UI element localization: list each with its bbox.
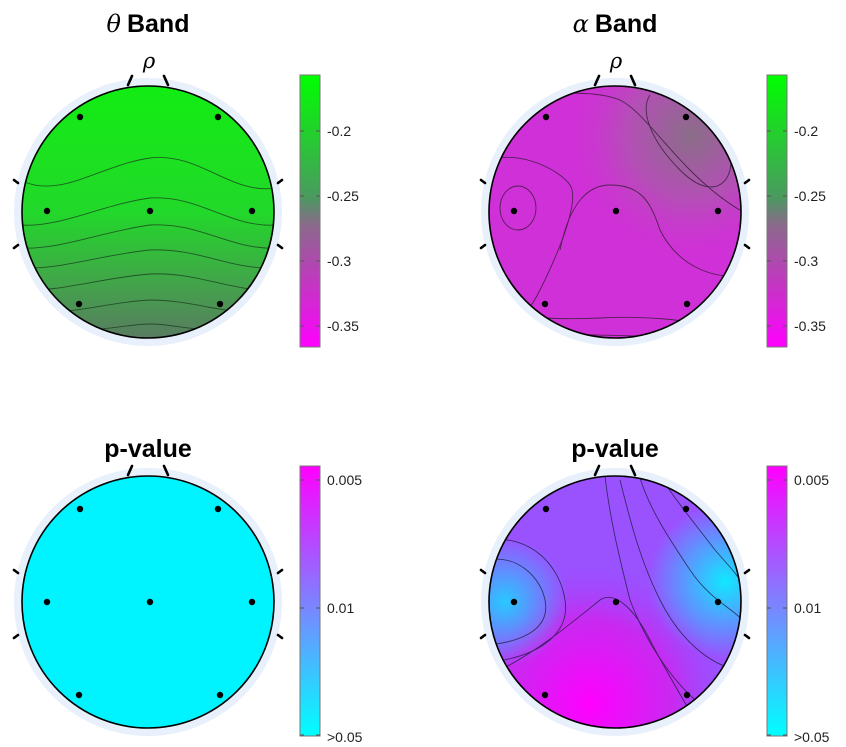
colorbar-tick-label: -0.3 xyxy=(327,253,351,269)
ear-marks xyxy=(12,568,284,640)
electrode-dots xyxy=(510,113,722,308)
colorbar-tick-label: 0.01 xyxy=(794,600,821,616)
colorbar-tick-label: -0.25 xyxy=(327,188,359,204)
nose-marks xyxy=(126,464,170,477)
colorbar-ticks xyxy=(767,130,787,327)
colorbar xyxy=(766,74,788,348)
panel-theta-pvalue: p-value 0.005 0.01 >0.05 xyxy=(12,435,363,745)
nose-marks xyxy=(126,74,170,87)
electrode-dots xyxy=(43,505,256,699)
colorbar-tick-label: -0.35 xyxy=(327,318,359,334)
colorbar-tick-label: 0.005 xyxy=(327,472,362,488)
colorbar-ticks xyxy=(767,479,787,736)
head-outline xyxy=(21,85,275,339)
contour-lines xyxy=(489,476,741,728)
panel-1-title-text: Band xyxy=(127,10,190,38)
colorbar-tick-label: -0.2 xyxy=(794,123,818,139)
colorbar-tick-label: >0.05 xyxy=(794,729,830,745)
colorbar-tick-label: 0.01 xyxy=(327,600,354,616)
panel-alpha-pvalue: p-value xyxy=(479,435,830,745)
colorbar-tick-label: -0.2 xyxy=(327,123,351,139)
colorbar-tick-label: -0.35 xyxy=(794,318,826,334)
colorbar-tick-label: >0.05 xyxy=(327,729,363,745)
panel-2-subtitle: ρ xyxy=(609,49,623,73)
electrode-dots xyxy=(43,113,256,308)
panel-2-title-text: Band xyxy=(595,10,658,38)
nose-marks xyxy=(593,74,637,87)
nose-marks xyxy=(593,464,637,477)
panel-theta-rho: θ Band ρ xyxy=(12,10,359,348)
ear-marks xyxy=(479,568,751,640)
colorbar-ticks xyxy=(300,130,320,327)
colorbar xyxy=(299,74,321,348)
panel-alpha-rho: α Band ρ xyxy=(479,10,826,348)
panel-2-title: α Band xyxy=(573,10,658,38)
colorbar xyxy=(766,465,788,737)
colorbar-tick-label: -0.25 xyxy=(794,188,826,204)
electrode-dots xyxy=(510,505,722,699)
head-outline xyxy=(488,85,742,339)
panel-3-title: p-value xyxy=(104,435,192,463)
colorbar-tick-label: 0.005 xyxy=(794,472,829,488)
panel-4-title: p-value xyxy=(571,435,659,463)
panel-1-title-symbol: θ xyxy=(107,10,122,38)
colorbar-tick-label: -0.3 xyxy=(794,253,818,269)
colorbar-ticks xyxy=(300,479,320,736)
ear-marks xyxy=(12,178,284,250)
panel-1-subtitle: ρ xyxy=(142,49,156,73)
panel-1-title: θ Band xyxy=(107,10,190,38)
colorbar xyxy=(299,465,321,737)
panel-2-title-symbol: α xyxy=(573,10,589,38)
head-outline xyxy=(488,475,742,729)
ear-marks xyxy=(479,178,751,250)
